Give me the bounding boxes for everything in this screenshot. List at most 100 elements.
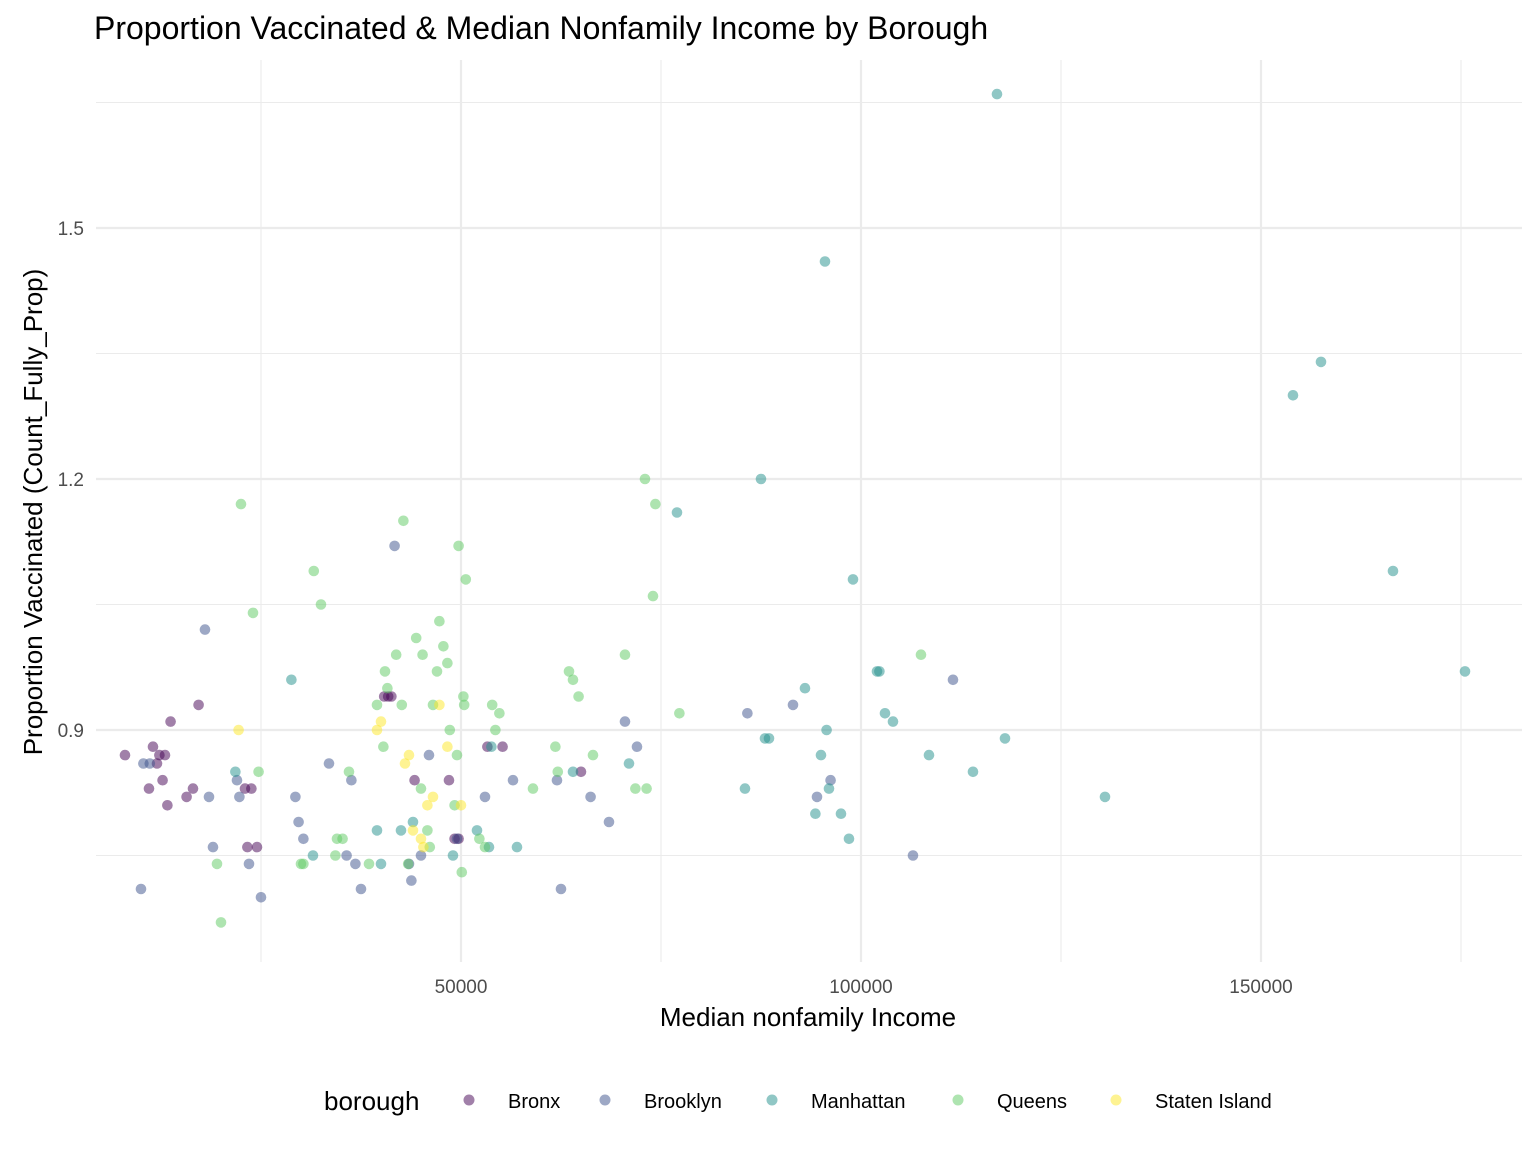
data-point-manhattan [395,825,407,836]
data-point-queens [619,649,631,660]
data-point-bronx [147,741,159,752]
data-point-manhattan [874,666,885,677]
data-point-manhattan [991,88,1003,100]
data-point-bronx [157,774,168,786]
data-point-queens [460,574,472,585]
data-point-manhattan [371,825,383,836]
legend-key-brooklyn [599,1094,611,1106]
data-point-brooklyn [555,883,567,895]
y-tick-label: 0.9 [58,721,84,742]
data-point-queens [639,473,651,485]
legend-label-brooklyn: Brooklyn [644,1091,722,1113]
data-point-manhattan [967,766,979,778]
grid-layer [96,60,1522,962]
y-tick-label: 1.2 [58,470,84,491]
legend-key-staten-island [1110,1094,1122,1106]
legend-key-bronx [463,1094,475,1106]
data-point-queens [379,666,391,677]
data-point-brooklyn [290,791,301,803]
data-point-queens [587,749,599,761]
data-point-manhattan [671,507,683,518]
data-point-brooklyn [341,850,352,861]
data-point-staten-island [375,716,387,727]
data-point-queens [363,858,375,870]
legend-label-staten-island: Staten Island [1155,1091,1272,1113]
data-point-manhattan [999,733,1011,744]
data-point-manhattan [739,783,751,794]
data-point-queens [371,699,383,711]
data-point-manhattan [847,574,859,585]
data-point-queens [253,766,264,778]
data-point-queens [215,917,227,928]
data-point-staten-island [407,825,419,836]
data-point-bronx [443,774,455,786]
data-point-staten-island [442,741,453,752]
data-point-manhattan [623,758,635,769]
data-point-queens [417,649,428,660]
data-point-queens [458,691,469,702]
data-point-queens [641,783,652,794]
data-point-staten-island [233,724,244,736]
data-point-queens [382,682,393,694]
data-point-manhattan [567,766,579,778]
data-point-queens [647,590,659,602]
data-point-brooklyn [603,816,615,828]
data-point-manhattan [230,766,241,778]
legend-key-queens [952,1094,964,1106]
data-point-manhattan [1315,356,1327,368]
y-tick-label: 1.5 [58,219,84,240]
data-point-manhattan [810,808,821,819]
data-point-queens [674,708,685,719]
legend-label-bronx: Bronx [508,1091,560,1113]
data-point-bronx [162,800,173,811]
data-point-brooklyn [203,791,215,803]
data-point-staten-island [427,791,439,803]
data-point-queens [308,565,320,577]
data-point-manhattan [815,749,827,761]
data-point-bronx [165,716,176,727]
data-point-manhattan [799,682,811,694]
data-point-staten-island [415,833,427,845]
data-point-staten-island [399,758,411,769]
data-point-manhattan [755,473,767,485]
data-point-brooklyn [947,674,959,686]
data-point-bronx [119,749,131,761]
data-point-brooklyn [907,850,919,861]
data-point-brooklyn [323,758,335,769]
data-point-queens [378,741,389,752]
legend-label-queens: Queens [997,1091,1067,1113]
legend-title: borough [324,1086,419,1116]
x-tick-label: 100000 [829,977,892,998]
data-point-brooklyn [199,624,211,635]
data-point-brooklyn [350,858,361,870]
points-layer [119,88,1471,928]
data-point-queens [479,841,491,853]
data-point-bronx [193,699,204,711]
data-point-queens [402,858,414,870]
data-point-brooklyn [298,833,309,845]
data-point-queens [915,649,927,660]
data-point-brooklyn [825,774,836,786]
data-point-manhattan [887,716,899,727]
data-point-bronx [181,791,192,803]
data-point-manhattan [375,858,387,870]
data-point-queens [235,498,247,510]
data-point-brooklyn [406,875,417,886]
data-point-manhattan [1099,791,1111,803]
data-point-brooklyn [631,741,643,752]
data-point-brooklyn [231,774,243,786]
data-point-brooklyn [255,892,267,903]
legend-key-manhattan [766,1094,778,1106]
data-point-bronx [159,749,171,761]
y-axis-title: Proportion Vaccinated (Count_Fully_Prop) [18,269,48,756]
data-point-manhattan [763,733,775,744]
data-point-queens [337,833,348,845]
data-point-brooklyn [355,883,367,895]
data-point-bronx [143,783,155,794]
data-point-queens [211,858,223,870]
data-point-manhattan [486,741,497,752]
data-point-brooklyn [423,749,435,761]
data-point-brooklyn [479,791,491,803]
